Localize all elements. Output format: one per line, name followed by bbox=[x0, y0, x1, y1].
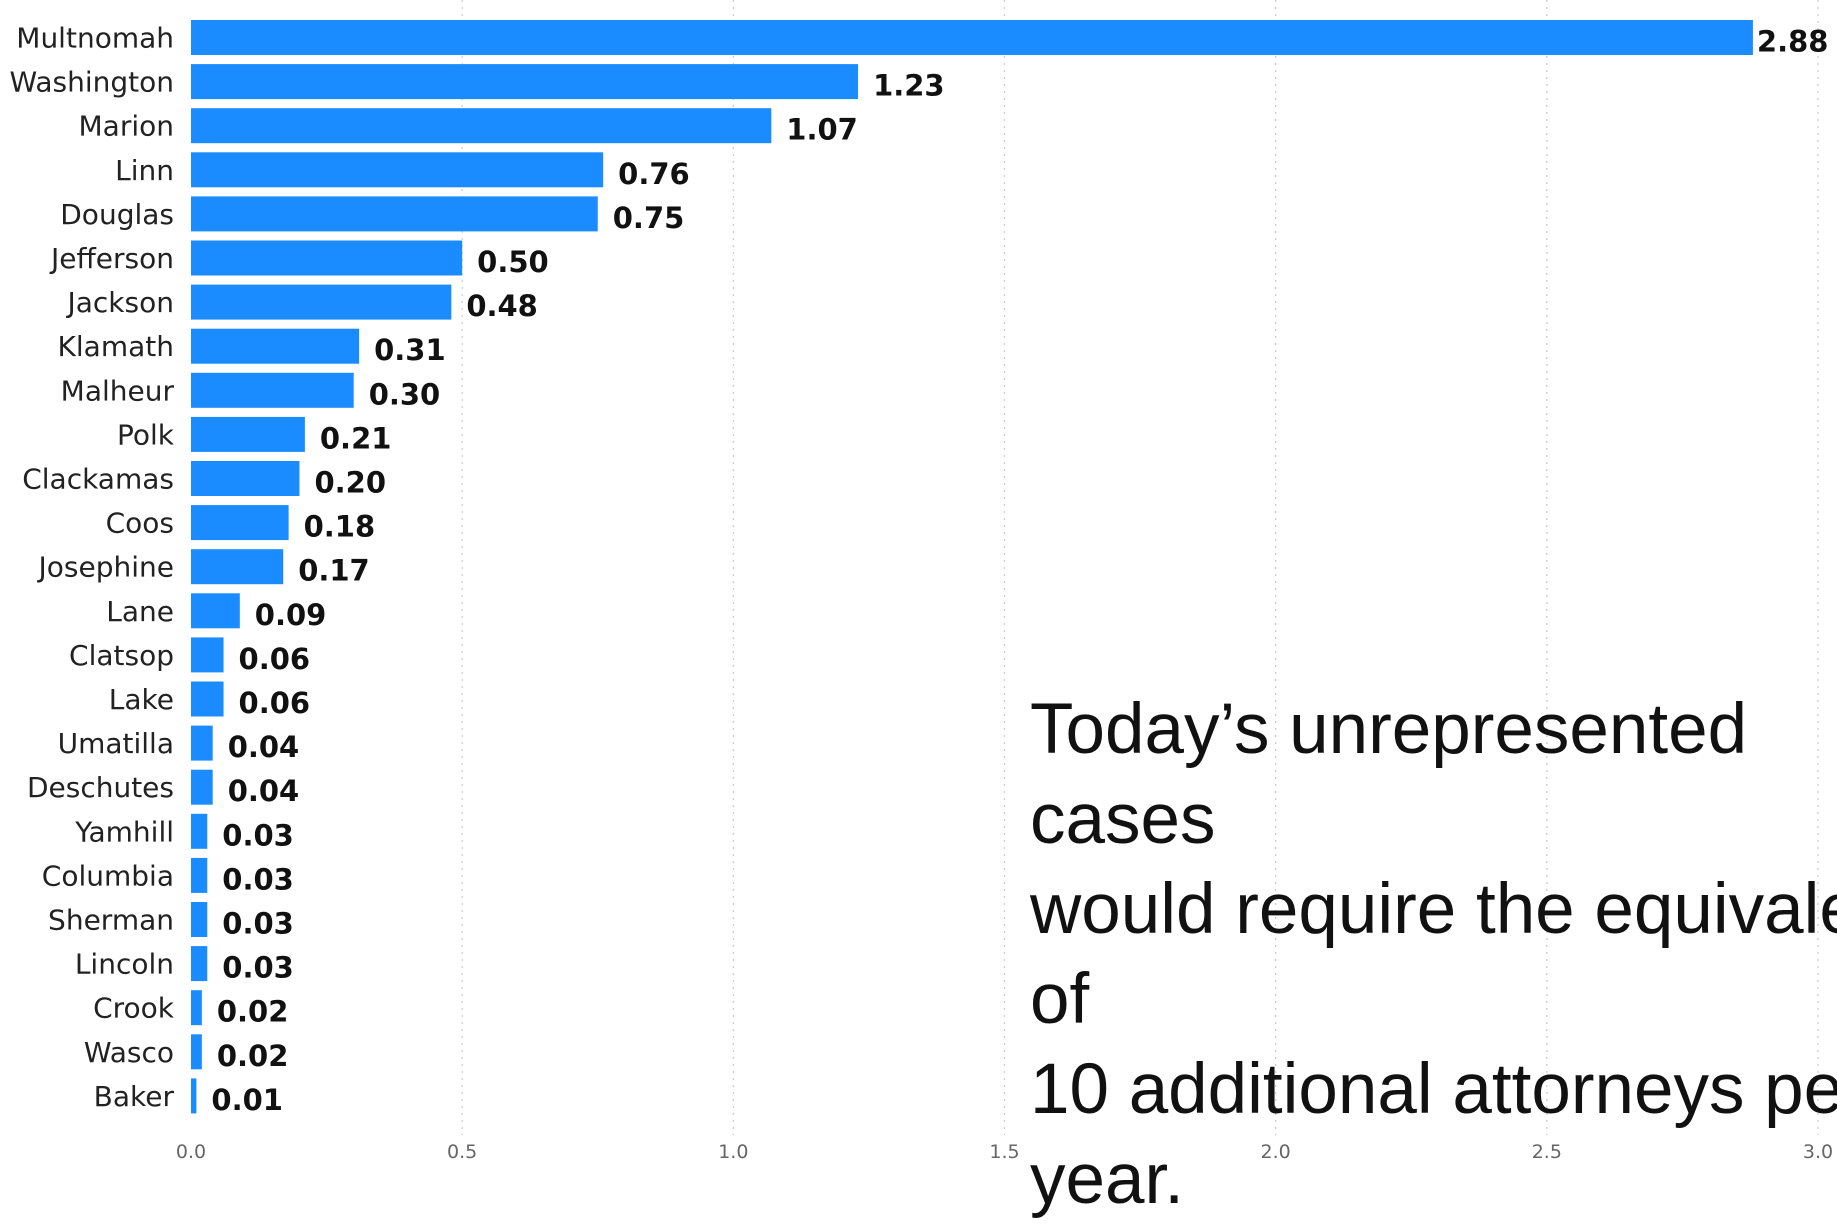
category-label: Umatilla bbox=[58, 727, 174, 760]
value-label: 0.50 bbox=[477, 245, 549, 279]
category-label: Washington bbox=[9, 66, 174, 99]
bar-multnomah bbox=[191, 20, 1753, 55]
value-label: 0.03 bbox=[222, 818, 294, 852]
value-label: 1.07 bbox=[786, 113, 858, 147]
value-label: 0.31 bbox=[374, 333, 446, 367]
bar-columbia bbox=[191, 857, 208, 893]
value-label: 0.02 bbox=[217, 995, 289, 1029]
x-tick-label: 1.0 bbox=[718, 1141, 748, 1163]
x-tick-label: 0.5 bbox=[447, 1141, 477, 1163]
bar-lake bbox=[191, 681, 224, 717]
x-tick-label: 2.0 bbox=[1261, 1141, 1291, 1163]
category-label: Coos bbox=[106, 507, 174, 540]
value-label: 0.30 bbox=[369, 377, 441, 411]
value-label: 0.18 bbox=[304, 510, 376, 544]
category-label: Wasco bbox=[84, 1036, 174, 1069]
value-label: 0.21 bbox=[320, 421, 392, 455]
bar-clackamas bbox=[191, 461, 300, 496]
value-label: 0.75 bbox=[613, 201, 685, 235]
category-label: Baker bbox=[94, 1080, 175, 1113]
category-label: Lincoln bbox=[75, 948, 174, 981]
category-label: Josephine bbox=[37, 551, 174, 584]
x-axis-ticks: 0.0 0.5 1.0 1.5 2.0 2.5 3.0 bbox=[176, 1141, 1833, 1163]
category-label: Linn bbox=[115, 154, 174, 187]
category-labels: Multnomah Washington Marion Linn Douglas Jeff… bbox=[9, 22, 174, 1113]
value-label: 0.02 bbox=[217, 1039, 289, 1073]
x-tick-label: 0.0 bbox=[176, 1141, 206, 1163]
bar-klamath bbox=[191, 328, 360, 364]
bar-josephine bbox=[191, 549, 284, 585]
x-tick-label: 1.5 bbox=[989, 1141, 1019, 1163]
category-label: Lane bbox=[106, 595, 174, 628]
bar-baker bbox=[191, 1078, 197, 1114]
bar-lincoln bbox=[191, 946, 208, 982]
category-label: Yamhill bbox=[74, 815, 174, 848]
bar-jackson bbox=[191, 284, 452, 320]
bars bbox=[191, 20, 1753, 1114]
category-label: Columbia bbox=[42, 859, 174, 892]
bar-washington bbox=[191, 64, 859, 100]
value-labels: 2.88 1.23 1.07 0.76 0.75 0.50 0.48 0.31 0.30 0.21… bbox=[211, 25, 1828, 1117]
bar-crook bbox=[191, 990, 202, 1026]
category-label: Malheur bbox=[61, 374, 175, 407]
category-label: Klamath bbox=[58, 330, 174, 363]
x-tick-label: 2.5 bbox=[1532, 1141, 1562, 1163]
value-label: 0.04 bbox=[228, 730, 300, 764]
value-label: 1.23 bbox=[873, 69, 945, 103]
value-label: 0.03 bbox=[222, 862, 294, 896]
bar-polk bbox=[191, 416, 305, 452]
bar-jefferson bbox=[191, 240, 463, 276]
value-label: 2.88 bbox=[1757, 25, 1829, 59]
category-label: Jefferson bbox=[49, 242, 174, 275]
category-label: Polk bbox=[117, 418, 175, 451]
bar-coos bbox=[191, 505, 289, 541]
x-tick-label: 3.0 bbox=[1803, 1141, 1833, 1163]
value-label: 0.03 bbox=[222, 907, 294, 941]
value-label: 0.04 bbox=[228, 774, 300, 808]
bar-yamhill bbox=[191, 813, 208, 849]
value-label: 0.06 bbox=[239, 686, 311, 720]
category-label: Clatsop bbox=[69, 639, 174, 672]
value-label: 0.06 bbox=[239, 642, 311, 676]
bar-wasco bbox=[191, 1034, 202, 1070]
bar-sherman bbox=[191, 902, 208, 937]
category-label: Douglas bbox=[60, 198, 174, 231]
value-label: 0.09 bbox=[255, 598, 327, 632]
bar-douglas bbox=[191, 196, 598, 232]
category-label: Multnomah bbox=[16, 22, 174, 55]
chart-canvas: Multnomah Washington Marion Linn Douglas Jeff… bbox=[9, 0, 1833, 1163]
category-label: Marion bbox=[79, 110, 174, 143]
category-label: Jackson bbox=[66, 286, 175, 319]
bar-marion bbox=[191, 108, 772, 144]
bar-chart: Multnomah Washington Marion Linn Douglas Jeff… bbox=[9, 0, 1837, 1219]
category-label: Clackamas bbox=[22, 463, 174, 496]
bar-umatilla bbox=[191, 725, 213, 761]
value-label: 0.48 bbox=[466, 289, 538, 323]
bar-malheur bbox=[191, 372, 354, 408]
value-label: 0.01 bbox=[211, 1083, 283, 1117]
gridlines bbox=[461, 0, 1819, 1135]
bar-linn bbox=[191, 152, 604, 188]
value-label: 0.03 bbox=[222, 951, 294, 985]
value-label: 0.17 bbox=[298, 554, 370, 588]
category-label: Deschutes bbox=[27, 771, 174, 804]
category-label: Lake bbox=[109, 683, 174, 716]
bar-deschutes bbox=[191, 769, 213, 805]
category-label: Sherman bbox=[48, 904, 174, 937]
annotation-text: Today’s unrepresented cases would requir… bbox=[1030, 690, 1837, 1219]
bar-clatsop bbox=[191, 637, 224, 673]
category-label: Crook bbox=[93, 992, 175, 1025]
value-label: 0.20 bbox=[314, 466, 386, 500]
value-label: 0.76 bbox=[618, 157, 690, 191]
bar-lane bbox=[191, 593, 240, 629]
